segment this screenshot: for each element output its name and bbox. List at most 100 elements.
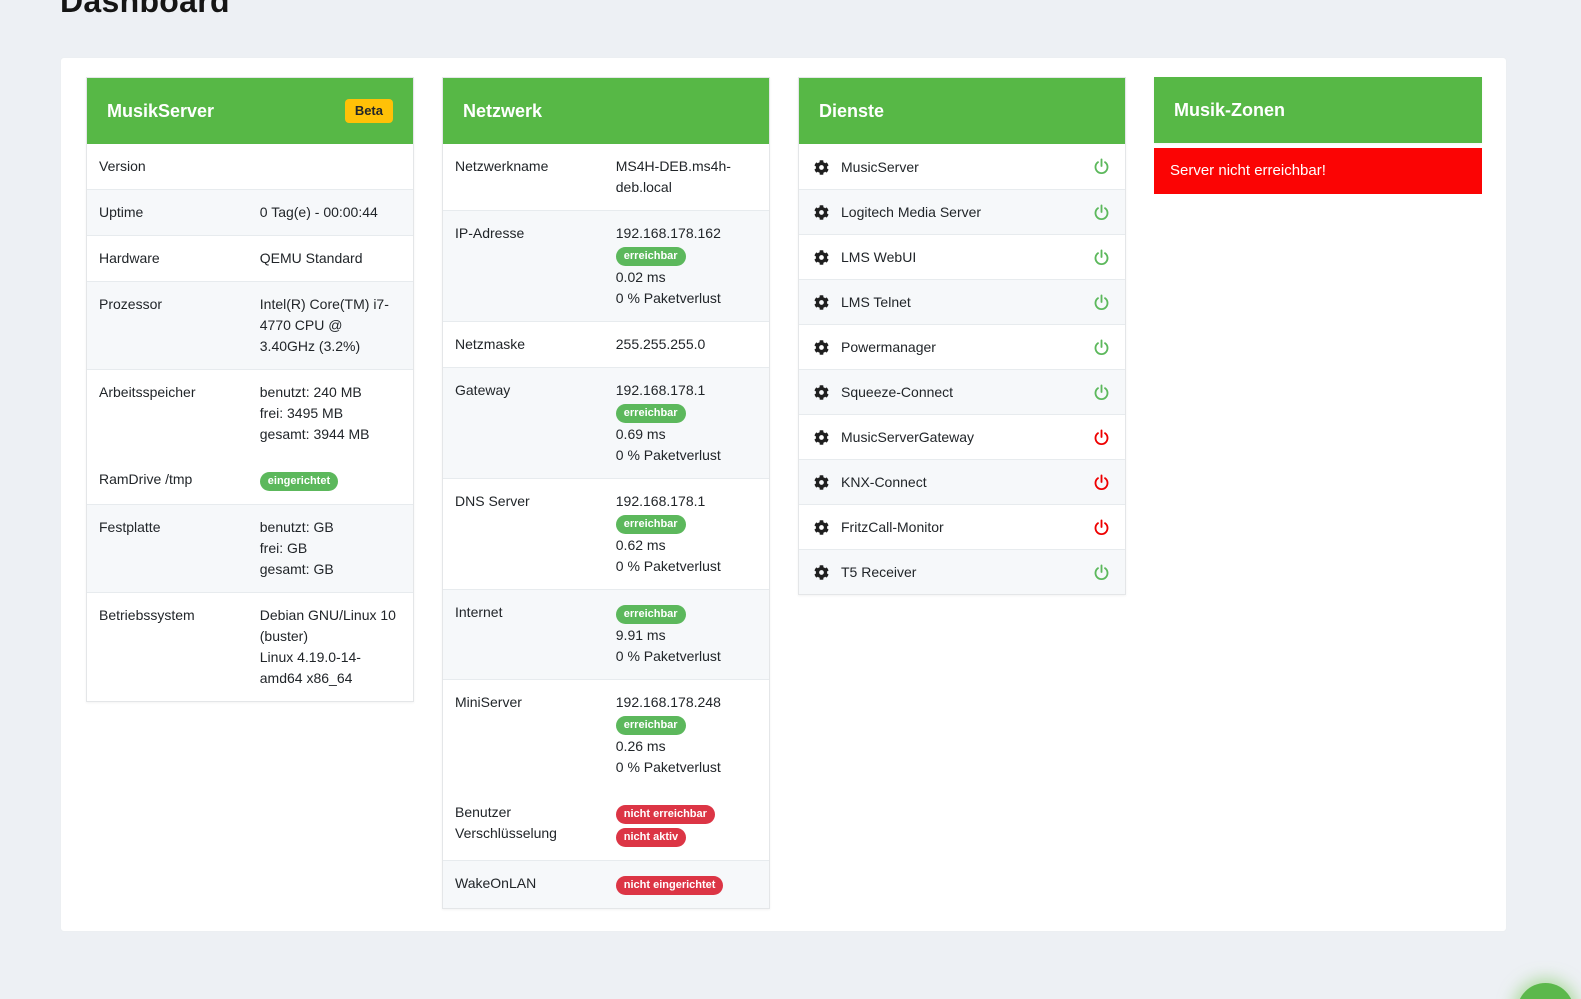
gear-icon bbox=[814, 474, 830, 490]
row-value: benutzt: GB frei: GB gesamt: GB bbox=[260, 505, 413, 592]
row-label: RamDrive /tmp bbox=[99, 471, 193, 487]
power-icon[interactable] bbox=[1093, 384, 1110, 401]
power-icon[interactable] bbox=[1093, 158, 1110, 175]
row-value: nicht erreichbar nicht aktiv bbox=[615, 790, 769, 860]
row-label: Benutzer Verschlüsselung bbox=[443, 790, 616, 860]
verschluesselung-label: Verschlüsselung bbox=[455, 825, 557, 841]
power-icon[interactable] bbox=[1093, 249, 1110, 266]
row-betriebssystem: Betriebssystem Debian GNU/Linux 10 (bust… bbox=[87, 592, 413, 701]
service-row-powermanager[interactable]: Powermanager bbox=[799, 324, 1125, 369]
row-label: Netzmaske bbox=[455, 336, 526, 352]
musik-zonen-title: Musik-Zonen bbox=[1174, 99, 1285, 120]
memory-used: benutzt: 240 MB bbox=[259, 384, 362, 400]
service-name: MusicServerGateway bbox=[841, 429, 975, 445]
dashboard-panel: MusikServer Beta Version Uptime 0 Tag(e)… bbox=[60, 57, 1507, 932]
packet-loss: 0 % Paketverlust bbox=[615, 759, 721, 775]
status-badge: erreichbar bbox=[615, 605, 686, 624]
power-icon[interactable] bbox=[1093, 519, 1110, 536]
row-value: Debian GNU/Linux 10 (buster) Linux 4.19.… bbox=[260, 593, 413, 701]
musik-zonen-header: Musik-Zonen bbox=[1154, 77, 1482, 143]
row-internet: Internet erreichbar 9.91 ms 0 % Paketver… bbox=[443, 589, 769, 679]
service-row-knx-connect[interactable]: KNX-Connect bbox=[799, 459, 1125, 504]
row-miniserver: MiniServer 192.168.178.248 erreichbar 0.… bbox=[443, 679, 769, 790]
service-row-fritzcall-monitor[interactable]: FritzCall-Monitor bbox=[799, 504, 1125, 549]
row-label: MiniServer bbox=[455, 694, 522, 710]
row-value: 255.255.255.0 bbox=[615, 336, 706, 352]
dns-address: 192.168.178.1 bbox=[615, 493, 706, 509]
gear-icon bbox=[814, 429, 830, 445]
gear-icon bbox=[814, 564, 830, 580]
benutzer-label: Benutzer bbox=[455, 804, 512, 820]
gear-icon bbox=[814, 159, 830, 175]
disk-free: frei: GB bbox=[259, 540, 308, 556]
card-netzwerk: Netzwerk Netzwerkname MS4H-DEB.ms4h-deb.… bbox=[442, 77, 770, 909]
row-netzmaske: Netzmaske 255.255.255.0 bbox=[443, 321, 769, 367]
service-row-logitech-media-server[interactable]: Logitech Media Server bbox=[799, 189, 1125, 234]
row-label: Uptime bbox=[99, 204, 144, 220]
row-value: 192.168.178.1 erreichbar 0.62 ms 0 % Pak… bbox=[615, 479, 769, 589]
packet-loss: 0 % Paketverlust bbox=[615, 648, 721, 664]
row-label: Prozessor bbox=[99, 296, 163, 312]
row-label: Version bbox=[99, 158, 146, 174]
row-label: WakeOnLAN bbox=[455, 875, 537, 891]
netzwerk-title: Netzwerk bbox=[463, 100, 543, 121]
memory-free: frei: 3495 MB bbox=[259, 405, 344, 421]
service-row-musicservergateway[interactable]: MusicServerGateway bbox=[799, 414, 1125, 459]
row-label: Internet bbox=[455, 604, 503, 620]
service-name: MusicServer bbox=[841, 158, 919, 175]
help-fab[interactable]: ? bbox=[1517, 983, 1574, 999]
power-icon[interactable] bbox=[1093, 204, 1110, 221]
row-label: Netzwerkname bbox=[455, 158, 549, 174]
row-value: Intel(R) Core(TM) i7-4770 CPU @ 3.40GHz … bbox=[259, 296, 389, 354]
row-value: benutzt: 240 MB frei: 3495 MB gesamt: 39… bbox=[260, 370, 413, 457]
gateway-address: 192.168.178.1 bbox=[615, 382, 706, 398]
service-row-lms-webui[interactable]: LMS WebUI bbox=[799, 234, 1125, 279]
dienste-title: Dienste bbox=[819, 100, 885, 121]
status-badge: nicht aktiv bbox=[615, 828, 687, 847]
row-benutzer-verschluesselung: Benutzer Verschlüsselung nicht erreichba… bbox=[443, 790, 769, 860]
service-row-squeeze-connect[interactable]: Squeeze-Connect bbox=[799, 369, 1125, 414]
power-icon[interactable] bbox=[1093, 294, 1110, 311]
row-value: eingerichtet bbox=[259, 457, 413, 504]
question-icon: ? bbox=[1537, 996, 1554, 999]
musikserver-title: MusikServer bbox=[107, 100, 215, 121]
service-name: KNX-Connect bbox=[841, 474, 927, 490]
miniserver-address: 192.168.178.248 bbox=[615, 694, 721, 710]
row-label: Festplatte bbox=[99, 519, 161, 535]
row-label: IP-Adresse bbox=[455, 225, 525, 241]
packet-loss: 0 % Paketverlust bbox=[615, 447, 721, 463]
row-wakeonlan: WakeOnLAN nicht eingerichtet bbox=[443, 860, 769, 908]
memory-total: gesamt: 3944 MB bbox=[259, 426, 370, 442]
service-row-lms-telnet[interactable]: LMS Telnet bbox=[799, 279, 1125, 324]
row-value: MS4H-DEB.ms4h-deb.local bbox=[615, 158, 731, 195]
row-label: Arbeitsspeicher bbox=[99, 384, 196, 400]
gear-icon bbox=[814, 204, 830, 220]
power-icon[interactable] bbox=[1093, 474, 1110, 491]
row-prozessor: Prozessor Intel(R) Core(TM) i7-4770 CPU … bbox=[87, 281, 413, 369]
card-dienste: Dienste MusicServer Logitech Media Serve… bbox=[798, 77, 1126, 595]
status-badge: nicht eingerichtet bbox=[615, 876, 724, 895]
status-badge: erreichbar bbox=[615, 247, 686, 266]
ping-value: 0.26 ms bbox=[615, 738, 666, 754]
power-icon[interactable] bbox=[1093, 339, 1110, 356]
musikserver-header: MusikServer Beta bbox=[87, 78, 413, 144]
status-badge: eingerichtet bbox=[259, 472, 339, 491]
service-row-musicserver[interactable]: MusicServer bbox=[799, 144, 1125, 189]
service-row-t5-receiver[interactable]: T5 Receiver bbox=[799, 549, 1125, 594]
power-icon[interactable] bbox=[1093, 429, 1110, 446]
row-label: Betriebssystem bbox=[99, 607, 195, 623]
ping-value: 0.02 ms bbox=[615, 269, 666, 285]
card-musikserver: MusikServer Beta Version Uptime 0 Tag(e)… bbox=[86, 77, 414, 702]
server-unreachable-alert: Server nicht erreichbar! bbox=[1154, 148, 1482, 194]
row-value: 192.168.178.248 erreichbar 0.26 ms 0 % P… bbox=[615, 680, 769, 790]
row-arbeitsspeicher: Arbeitsspeicher benutzt: 240 MB frei: 34… bbox=[87, 369, 413, 457]
service-name: Logitech Media Server bbox=[841, 204, 982, 220]
dienste-header: Dienste bbox=[799, 78, 1125, 144]
row-gateway: Gateway 192.168.178.1 erreichbar 0.69 ms… bbox=[443, 367, 769, 478]
ip-address: 192.168.178.162 bbox=[615, 225, 721, 241]
row-hardware: Hardware QEMU Standard bbox=[87, 235, 413, 281]
power-icon[interactable] bbox=[1093, 564, 1110, 581]
row-ip-adresse: IP-Adresse 192.168.178.162 erreichbar 0.… bbox=[443, 210, 769, 321]
row-dns-server: DNS Server 192.168.178.1 erreichbar 0.62… bbox=[443, 478, 769, 589]
packet-loss: 0 % Paketverlust bbox=[615, 558, 721, 574]
